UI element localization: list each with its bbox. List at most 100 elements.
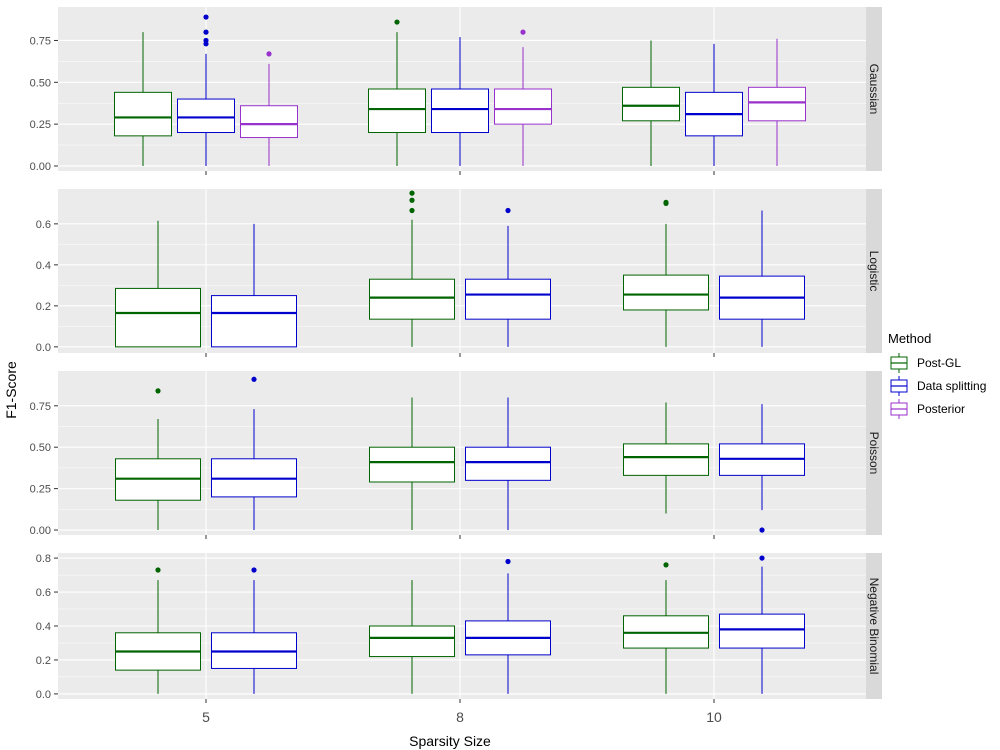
facet-strip [866, 553, 882, 699]
x-tick-label: 8 [456, 709, 464, 725]
facet-strip-label: Negative Binomial [867, 578, 881, 675]
facet-gaussian: 0.00 0.25 0.50 0.75 Gaussian [30, 7, 882, 175]
outlier-point [155, 567, 161, 573]
outlier-point [520, 29, 526, 35]
outlier-point [203, 29, 209, 35]
box-iqr [369, 625, 455, 658]
y-tick-label: 0.6 [36, 219, 51, 231]
outlier-point [409, 207, 415, 214]
box-post-gl-5 [115, 220, 201, 348]
box-iqr [494, 88, 552, 125]
box-iqr [465, 278, 551, 320]
box-iqr [623, 274, 709, 311]
legend-label: Data splitting [917, 379, 986, 393]
box-post-gl-8 [369, 580, 455, 694]
y-tick-label: 0.0 [36, 342, 51, 354]
outlier-point [394, 19, 400, 25]
x-tick-label: 5 [202, 709, 210, 725]
y-tick-label: 0.00 [30, 161, 51, 173]
y-axis-title: F1-Score [3, 361, 19, 419]
facet-strip-label: Gaussian [867, 64, 881, 115]
outlier-point [251, 567, 257, 573]
box-post-gl-10 [623, 199, 709, 347]
legend-entry: Post-GL [888, 353, 961, 373]
box-iqr [622, 86, 680, 122]
y-tick-label: 0.50 [30, 77, 51, 89]
y-tick-label: 0.2 [36, 655, 51, 667]
box-data-splitting-5 [211, 223, 297, 348]
facet-negative-binomial: 0.0 0.2 0.4 0.6 0.8 Negative Binomial [36, 553, 882, 703]
outlier-point [409, 197, 415, 203]
box-iqr [623, 443, 709, 476]
legend: Method Post-GL Data splitting Posterior [888, 331, 986, 419]
box-iqr [465, 446, 551, 481]
box-posterior-8 [494, 29, 552, 166]
outlier-point [505, 207, 511, 214]
facet-strip [866, 371, 882, 535]
box-iqr [719, 613, 805, 649]
box-post-gl-10 [622, 40, 680, 166]
box-data-splitting-5 [177, 14, 235, 166]
box-posterior-10 [748, 38, 806, 166]
y-tick-label: 0.2 [36, 301, 51, 313]
legend-entry: Data splitting [888, 376, 986, 396]
outlier-point [266, 51, 272, 57]
y-tick-label: 0.4 [36, 260, 51, 272]
y-tick-label: 0.75 [30, 401, 51, 413]
box-iqr [748, 86, 806, 122]
y-tick-label: 0.8 [36, 553, 51, 565]
outlier-point [759, 527, 765, 533]
outlier-point [505, 558, 511, 565]
facet-strip [866, 7, 882, 171]
legend-title: Method [888, 331, 931, 346]
box-iqr [211, 295, 297, 348]
box-data-splitting-10 [719, 210, 805, 347]
box-post-gl-8 [369, 397, 455, 531]
box-iqr [177, 98, 235, 134]
legend-label: Posterior [917, 402, 965, 416]
x-axis-title: Sparsity Size [409, 733, 491, 749]
box-post-gl-8 [368, 19, 426, 166]
outlier-point [663, 562, 669, 568]
y-tick-label: 0.6 [36, 587, 51, 599]
facet-strip [866, 189, 882, 353]
box-iqr [431, 88, 489, 134]
box-post-gl-10 [623, 402, 709, 514]
box-data-splitting-10 [719, 404, 805, 533]
outlier-point [759, 555, 765, 561]
box-post-gl-8 [369, 190, 455, 347]
x-tick-label: 10 [706, 709, 722, 725]
box-iqr [240, 105, 298, 139]
outlier-point [251, 376, 257, 382]
box-data-splitting-10 [685, 43, 743, 166]
box-data-splitting-8 [431, 37, 489, 166]
box-posterior-5 [240, 51, 298, 166]
facet-strip-label: Poisson [867, 432, 881, 475]
box-iqr [369, 278, 455, 320]
outlier-point [203, 14, 209, 20]
y-tick-label: 0.4 [36, 621, 51, 633]
facet-logistic: 0.0 0.2 0.4 0.6 Logistic [36, 189, 882, 357]
box-data-splitting-8 [465, 207, 551, 347]
box-iqr [115, 287, 201, 348]
box-post-gl-5 [114, 32, 172, 166]
facet-poisson: 0.00 0.25 0.50 0.75 Poisson [30, 371, 882, 539]
outlier-point [155, 388, 161, 394]
box-data-splitting-5 [211, 376, 297, 531]
box-iqr [369, 446, 455, 483]
y-tick-label: 0.50 [30, 442, 51, 454]
box-post-gl-5 [115, 567, 201, 694]
y-tick-label: 0.0 [36, 689, 51, 701]
box-data-splitting-8 [465, 397, 551, 531]
outlier-point [409, 190, 415, 196]
box-post-gl-5 [115, 388, 201, 531]
legend-entry: Posterior [888, 399, 965, 419]
y-tick-label: 0.25 [30, 484, 51, 496]
box-post-gl-10 [623, 562, 709, 694]
y-tick-label: 0.25 [30, 119, 51, 131]
y-tick-label: 0.75 [30, 35, 51, 47]
facet-strip-label: Logistic [867, 251, 881, 292]
outlier-point [203, 37, 209, 44]
box-iqr [368, 88, 426, 134]
